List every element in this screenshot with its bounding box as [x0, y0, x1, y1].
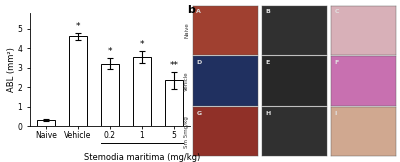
Text: A: A	[196, 9, 201, 14]
Bar	[37, 120, 55, 126]
Text: B: B	[265, 9, 270, 14]
Text: Vehicle: Vehicle	[184, 71, 189, 91]
Text: H: H	[265, 111, 271, 116]
Text: F: F	[334, 60, 338, 65]
Text: *: *	[140, 40, 144, 49]
Text: Sm 5mg/kg: Sm 5mg/kg	[184, 116, 189, 148]
Y-axis label: ABL (mm²): ABL (mm²)	[7, 47, 16, 92]
Text: G: G	[196, 111, 202, 116]
Text: Stemodia maritima (mg/kg): Stemodia maritima (mg/kg)	[84, 153, 200, 162]
Bar	[133, 57, 151, 126]
Bar	[165, 80, 183, 126]
Text: Naive: Naive	[184, 22, 189, 38]
Text: *: *	[76, 22, 80, 31]
Text: I: I	[334, 111, 337, 116]
Text: *: *	[108, 47, 112, 56]
Text: **: **	[170, 61, 178, 70]
Text: C: C	[334, 9, 339, 14]
Bar	[69, 36, 87, 126]
Text: D: D	[196, 60, 202, 65]
Text: E: E	[265, 60, 270, 65]
Text: b: b	[187, 5, 195, 15]
Bar	[101, 64, 119, 126]
